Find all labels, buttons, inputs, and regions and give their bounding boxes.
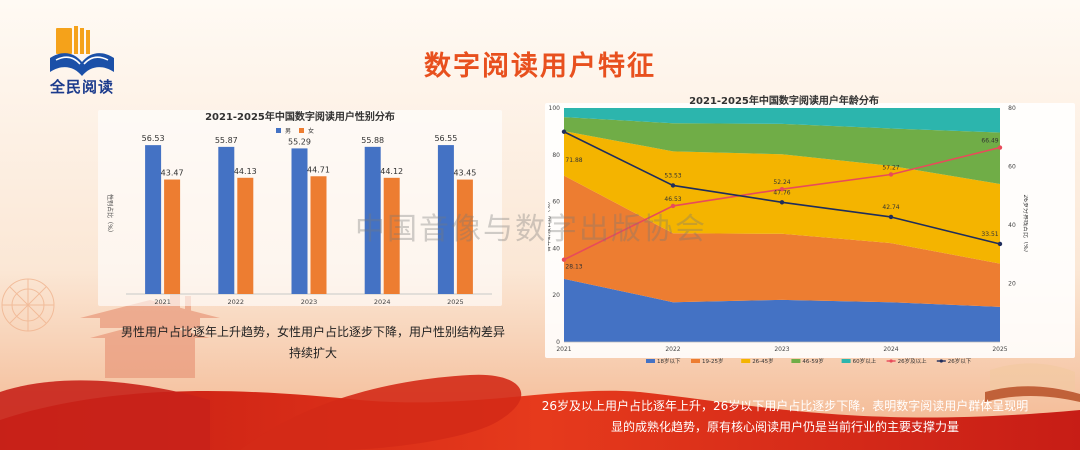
legend-label-2: 26-45岁 <box>752 357 773 365</box>
point-below-26-2024 <box>888 214 894 220</box>
y-tick-label-0: 0 <box>556 339 560 346</box>
data-label-below-26-2021: 71.88 <box>565 157 582 164</box>
data-label-female-2023: 44.71 <box>307 165 330 174</box>
legend-male-label: 男 <box>285 128 292 135</box>
gender-caption: 男性用户占比逐年上升趋势，女性用户占比逐步下降，用户性别结构差异持续扩大 <box>120 325 505 360</box>
point-below-26-2021 <box>561 129 567 134</box>
x-tick-label-2025: 2025 <box>992 346 1007 353</box>
legend-dot-5 <box>889 359 893 363</box>
age-area-chart: 0 20 40 60 80 100 20 40 60 80 2021 2022 2023 2024 2025… <box>548 105 1028 365</box>
y-tick-label-20: 20 <box>552 292 560 299</box>
bar-female-2024 <box>383 177 400 294</box>
x-tick-label-2023: 2023 <box>774 346 789 353</box>
data-label-above-26-2025: 66.49 <box>981 138 998 145</box>
point-above-26-2025 <box>997 145 1003 150</box>
bar-female-2022 <box>237 177 254 294</box>
gender-chart-title: 2021-2025年中国数字阅读用户性别分布 <box>205 112 395 123</box>
legend-label-1: 19-25岁 <box>702 357 723 365</box>
point-below-26-2022 <box>670 183 676 188</box>
data-label-below-26-2024: 42.74 <box>882 204 899 211</box>
area-3-46-59岁 <box>564 117 1000 185</box>
bar-male-2024 <box>364 146 381 294</box>
y2-tick-label-80: 80 <box>1008 105 1016 112</box>
point-above-26-2022 <box>670 203 676 209</box>
data-label-below-26-2022: 53.53 <box>664 172 681 179</box>
gender-chart-legend: 男 女 <box>276 126 314 135</box>
legend-swatch-4 <box>841 359 851 363</box>
area-1-19-25岁 <box>564 175 1000 307</box>
y-tick-label-40: 40 <box>552 245 560 252</box>
point-above-26-2021 <box>561 257 567 262</box>
page-title: 数字阅读用户特征 <box>424 51 656 82</box>
data-label-above-26-2024: 57.27 <box>882 164 899 171</box>
data-label-below-26-2023: 47.76 <box>773 189 790 196</box>
bar-male-2025 <box>437 145 454 294</box>
legend-label-0: 18岁以下 <box>657 357 681 365</box>
legend-male-swatch <box>276 128 281 133</box>
bar-male-2021 <box>145 145 162 294</box>
legend-dot-6 <box>939 359 943 363</box>
gender-bar-chart: 性别占比（%） 56.53 43.47 2021 55.87 44.13 2022 55.29… <box>106 134 492 306</box>
x-tick-label-2023: 2023 <box>301 298 318 306</box>
point-below-26-2023 <box>779 200 785 205</box>
x-tick-label-2021: 2021 <box>154 298 171 306</box>
data-label-above-26-2021: 28.13 <box>565 264 582 271</box>
x-tick-label-2022: 2022 <box>665 346 680 353</box>
watermark-text: 中国音像与数字出版协会 <box>355 212 707 247</box>
area-0-18岁以下 <box>564 278 1000 342</box>
legend-label-5: 26岁及以上 <box>898 357 927 365</box>
y-tick-label-80: 80 <box>552 152 560 159</box>
data-label-above-26-2022: 46.53 <box>664 196 681 203</box>
data-label-male-2025: 56.55 <box>434 134 457 143</box>
data-label-female-2025: 43.45 <box>453 169 476 178</box>
age-chart-title: 2021-2025年中国数字阅读用户年龄分布 <box>689 96 879 107</box>
bar-female-2025 <box>456 179 473 294</box>
area-4-60岁以上 <box>564 108 1000 133</box>
x-tick-label-2022: 2022 <box>228 298 245 306</box>
logo-text: 全民阅读 <box>50 78 115 96</box>
bar-female-2021 <box>164 179 181 294</box>
legend-female-swatch <box>299 128 305 133</box>
legend-swatch-1 <box>691 359 700 363</box>
data-label-above-26-2023: 52.24 <box>773 179 790 186</box>
legend-swatch-2 <box>741 359 751 363</box>
data-label-male-2022: 55.87 <box>215 136 238 145</box>
legend-swatch-0 <box>646 359 655 363</box>
point-below-26-2025 <box>997 241 1003 247</box>
point-above-26-2023 <box>779 186 785 192</box>
data-label-female-2022: 44.13 <box>234 167 257 176</box>
data-label-female-2021: 43.47 <box>161 169 184 178</box>
legend-label-6: 26岁以下 <box>948 357 972 365</box>
x-tick-label-2024: 2024 <box>883 346 898 353</box>
legend-label-4: 60岁以上 <box>853 357 877 365</box>
logo-icon <box>50 26 114 76</box>
y-tick-label-100: 100 <box>549 105 561 112</box>
age-caption: 26岁及以上用户占比逐年上升，26岁以下用户占比逐步下降，表明数字阅读用户群体呈… <box>541 399 1029 434</box>
data-label-male-2024: 55.88 <box>361 136 384 145</box>
legend-label-3: 46-59岁 <box>802 357 823 365</box>
legend-female-label: 女 <box>308 128 315 135</box>
data-label-male-2021: 56.53 <box>142 134 165 143</box>
x-tick-label-2021: 2021 <box>556 346 571 353</box>
y-axis-label: 各年龄段占比（%） <box>548 198 552 252</box>
y2-tick-label-40: 40 <box>1008 222 1016 229</box>
data-label-male-2023: 55.29 <box>288 137 311 146</box>
y-tick-label-60: 60 <box>552 199 560 206</box>
bar-female-2023 <box>310 176 327 294</box>
y-axis-label: 性别占比（%） <box>106 194 114 236</box>
data-label-female-2024: 44.12 <box>380 167 403 176</box>
legend-swatch-3 <box>791 359 801 363</box>
data-label-below-26-2025: 33.51 <box>981 231 998 238</box>
y2-axis-label: 26岁分界线占比（%） <box>1022 194 1028 255</box>
y2-tick-label-60: 60 <box>1008 164 1016 171</box>
x-tick-label-2025: 2025 <box>447 298 464 306</box>
area-2-26-45岁 <box>564 131 1000 264</box>
bar-male-2022 <box>218 146 235 294</box>
y2-tick-label-20: 20 <box>1008 281 1016 288</box>
bar-male-2023 <box>291 148 308 294</box>
point-above-26-2024 <box>888 172 894 177</box>
x-tick-label-2024: 2024 <box>374 298 391 306</box>
